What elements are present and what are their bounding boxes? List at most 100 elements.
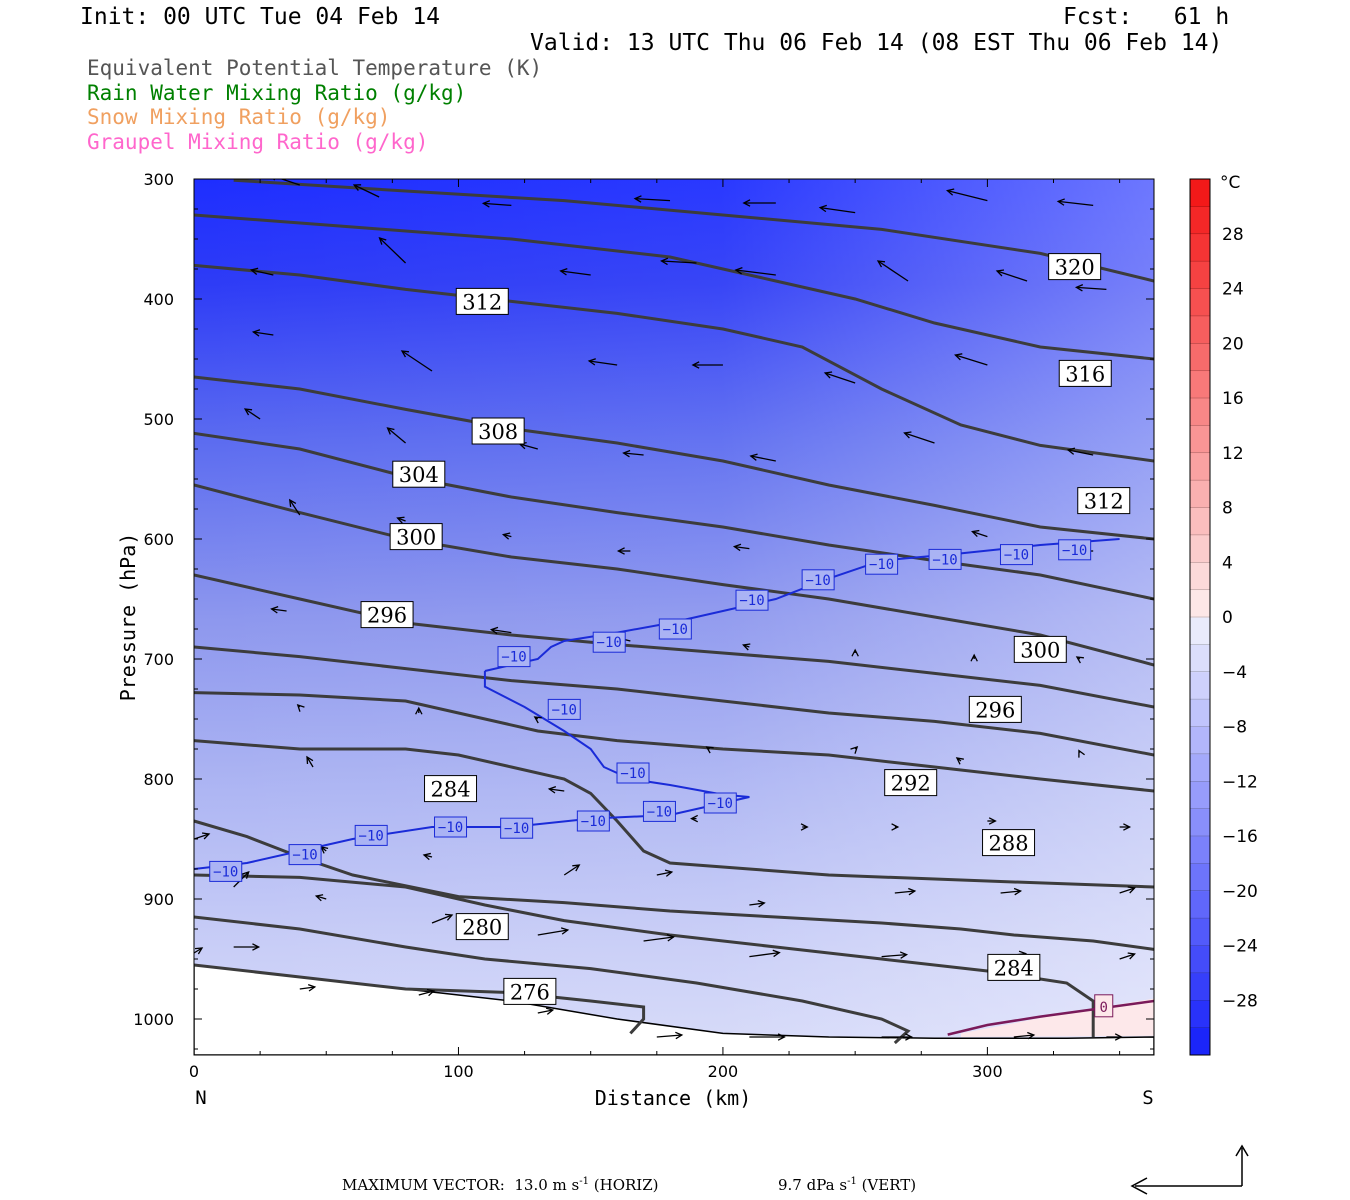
isotherm-label-box [642, 800, 676, 822]
theta-e-label-text: 296 [975, 698, 1015, 722]
wind-vector-shaft [387, 427, 406, 444]
wind-vector [418, 988, 436, 997]
wind-vector-head [749, 453, 758, 461]
wind-vector-head [732, 543, 742, 552]
theta-e-label-box [455, 287, 509, 315]
theta-e-label-box [1058, 359, 1112, 387]
wind-vector-head [201, 832, 211, 840]
wind-vector-head [560, 927, 570, 935]
isotherm-label-box [434, 816, 468, 838]
isotherm-label-box [1058, 539, 1092, 561]
wind-vector [850, 745, 859, 754]
theta-e-contour [194, 915, 911, 1045]
y-tick-label: 500 [143, 410, 174, 429]
theta-e-label: 296 [360, 601, 414, 629]
theta-e-label-box [1048, 253, 1102, 281]
wind-vector-head [547, 786, 557, 794]
wind-vector-shaft [996, 270, 1028, 282]
wind-vector [563, 864, 581, 876]
reference-vector-icon [1130, 1144, 1249, 1195]
wind-vector-shaft [519, 443, 538, 450]
wind-vector [272, 179, 300, 186]
wind-vector-head [891, 823, 900, 831]
isotherm-label-box [703, 792, 737, 814]
colorbar-segment [1190, 288, 1210, 317]
colorbar-tick-label: −16 [1222, 827, 1258, 847]
wind-vector [995, 269, 1028, 282]
theta-e-contour [194, 739, 1154, 889]
x-end-label-north: N [195, 1087, 206, 1109]
wind-vector-shaft [972, 530, 988, 538]
wind-vector-shaft [656, 1034, 682, 1038]
wind-vector-head [296, 703, 305, 712]
wind-vector-shaft [643, 936, 674, 942]
theta-e-label: 320 [1048, 253, 1102, 281]
wind-vector-shaft [194, 833, 210, 840]
isotherm-label-text: −10 [213, 864, 238, 880]
vert-suffix: (VERT) [856, 1176, 917, 1194]
colorbar-segment [1190, 206, 1210, 235]
wind-vector [547, 786, 565, 794]
colorbar-segment [1190, 425, 1210, 454]
wind-vector [1000, 887, 1023, 896]
isotherm-label: −10 [928, 548, 962, 570]
theta-e-label-text: 300 [396, 526, 436, 550]
theta-e-contour [233, 179, 1154, 283]
wind-vector-shaft [418, 990, 434, 996]
colorbar-tick-label: −20 [1222, 882, 1258, 902]
isotherm-label-text: −10 [581, 814, 606, 830]
wind-vector [691, 361, 723, 369]
isotherm-label-text: −10 [663, 622, 688, 638]
wind-vector [251, 329, 274, 337]
isotherm-label-text: −10 [708, 796, 733, 812]
theta-e-label-text: 316 [1065, 362, 1105, 386]
wind-vector-head [489, 626, 499, 635]
theta-e-label-box [1077, 487, 1131, 515]
wind-vector-shaft [251, 269, 274, 276]
theta-e-label-text: 276 [510, 980, 550, 1004]
colorbar-segment [1190, 808, 1210, 837]
wind-vector [501, 532, 512, 540]
wind-vector-shaft [749, 951, 780, 958]
wind-vector [987, 817, 997, 825]
zero-isotherm-label: 0 [1094, 994, 1114, 1018]
wind-vector-shaft [881, 953, 907, 958]
horiz-value: 13.0 m s [514, 1176, 580, 1194]
wind-vector-shaft [1000, 890, 1021, 894]
colorbar-segment [1190, 233, 1210, 262]
wind-vector [800, 823, 809, 831]
wind-vector [481, 200, 512, 208]
wind-vector-shaft [253, 331, 274, 336]
wind-vector-head [270, 606, 279, 614]
wind-vector [742, 643, 751, 651]
wind-vector-head [970, 653, 978, 662]
colorbar-segment [1190, 562, 1210, 591]
isotherm-label-box [500, 817, 534, 839]
wind-vector [971, 529, 988, 538]
wind-vector [1119, 886, 1136, 894]
wind-vector-head [249, 267, 259, 275]
x-tick-label: 300 [972, 1062, 1003, 1081]
isotherm-label-text: −10 [597, 635, 622, 651]
x-end-label-south: S [1142, 1087, 1153, 1109]
theta-e-label: 312 [1077, 487, 1131, 515]
wind-vector-head [1074, 284, 1084, 292]
colorbar-segment [1190, 699, 1210, 727]
horiz-exponent: -1 [579, 1176, 589, 1187]
isotherm-label-box [801, 569, 835, 591]
wind-vector [656, 1031, 684, 1040]
isotherm-label: −10 [999, 544, 1033, 566]
wind-vector-head [675, 1031, 684, 1040]
wind-vector-head [243, 408, 253, 416]
wind-vector-head [1056, 198, 1065, 206]
wind-vector [881, 951, 909, 959]
wind-vector-shaft [316, 895, 327, 900]
isotherm-label-box [735, 589, 769, 611]
colorbar-segment [1190, 671, 1210, 700]
wind-vector-head [691, 361, 700, 369]
wind-vector [537, 927, 570, 936]
wind-vector-head [800, 823, 809, 831]
wind-vector-head [422, 852, 431, 861]
isotherm-label-text: −10 [438, 820, 463, 836]
theta-e-label-box [389, 523, 443, 551]
